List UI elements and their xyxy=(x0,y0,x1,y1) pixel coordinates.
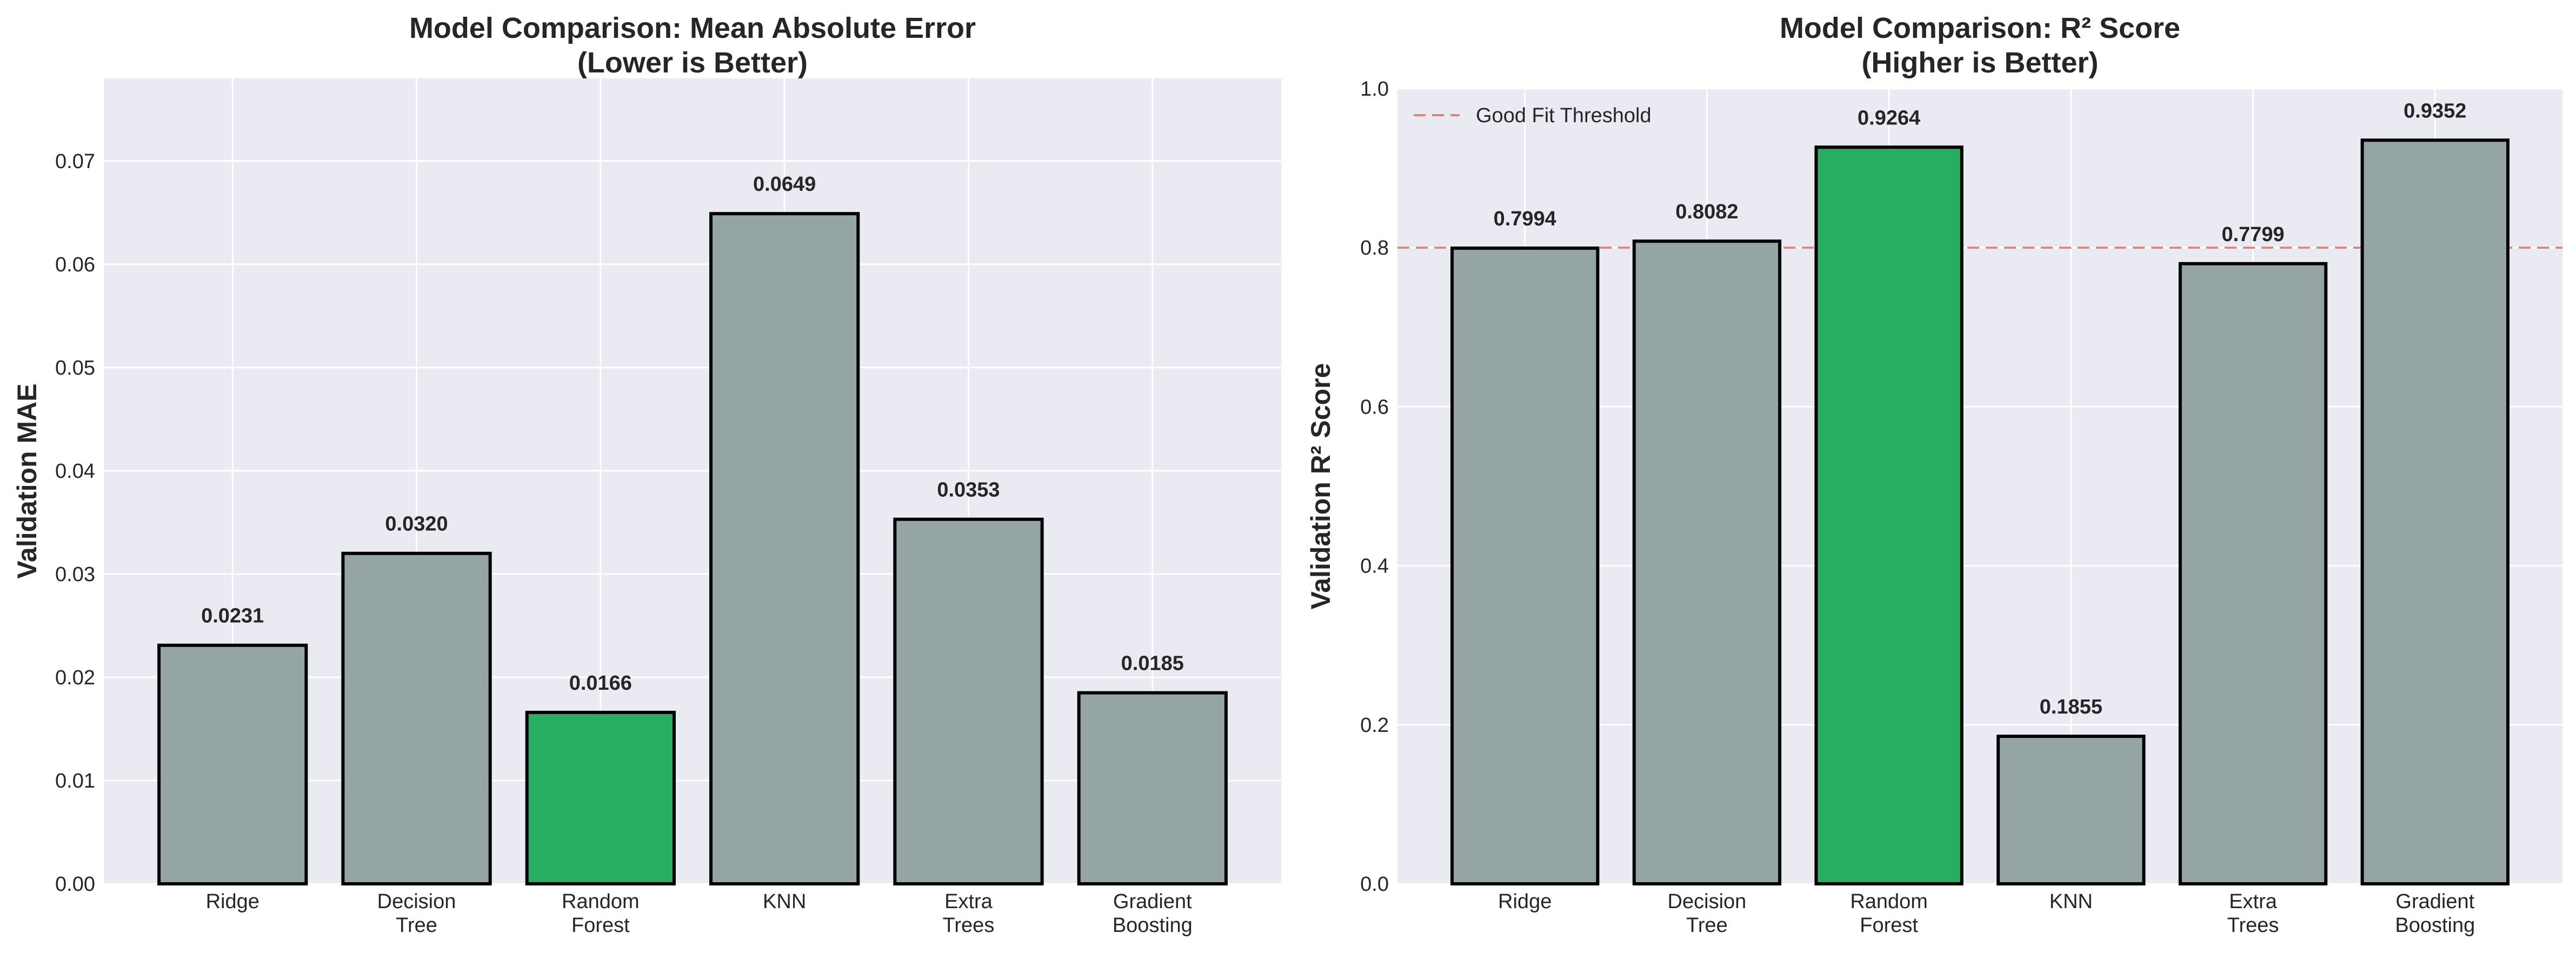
r2-xtick-line: Ridge xyxy=(1498,890,1552,913)
mae-xtick-line: Trees xyxy=(943,914,995,937)
r2-xtick-line: Decision xyxy=(1668,890,1747,913)
mae-data-label-2: 0.0166 xyxy=(569,672,632,695)
mae-xtick-label-0: Ridge xyxy=(206,890,259,913)
r2-xtick-line: KNN xyxy=(2049,890,2093,913)
r2-ytick-label: 0.4 xyxy=(1360,555,1389,578)
mae-ytick-label: 0.06 xyxy=(55,254,95,276)
mae-xtick-line: Forest xyxy=(571,914,630,937)
mae-bar-5 xyxy=(1077,691,1228,885)
mae-ytick-label: 0.03 xyxy=(55,563,95,586)
r2-data-label-0: 0.7994 xyxy=(1494,208,1556,230)
r2-xtick-line: Boosting xyxy=(2395,914,2475,937)
mae-xtick-label-3: KNN xyxy=(763,890,806,913)
mae-ytick-label: 0.05 xyxy=(55,357,95,379)
mae-data-label-3: 0.0649 xyxy=(753,173,816,196)
r2-bar-5 xyxy=(2360,138,2510,885)
mae-xtick-label-4: Extra Trees xyxy=(943,890,995,937)
r2-bar-2 xyxy=(1814,145,1963,885)
r2-xtick-label-3: KNN xyxy=(2049,890,2093,913)
mae-xtick-line: Decision xyxy=(377,890,456,913)
r2-xtick-line: Random xyxy=(1850,890,1928,913)
r2-y-axis-label: Validation R² Score xyxy=(1306,363,1336,610)
r2-xtick-label-5: Gradient Boosting xyxy=(2395,890,2475,937)
mae-ytick-label: 0.02 xyxy=(55,667,95,689)
r2-ytick-label: 0.6 xyxy=(1360,396,1389,418)
mae-xtick-label-2: Random Forest xyxy=(562,890,640,937)
r2-bar-4 xyxy=(2178,262,2328,885)
mae-xtick-line: Gradient xyxy=(1113,890,1192,913)
mae-ytick-label: 0.00 xyxy=(55,873,95,896)
r2-title-line: Model Comparison: R² Score xyxy=(1780,12,2180,44)
mae-bar-4 xyxy=(893,517,1044,885)
r2-chart: 0.7994 0.8082 0.9264 0.1855 0.7799 0.9352 0.0 0… xyxy=(1306,12,2562,937)
r2-xtick-line: Trees xyxy=(2227,914,2279,937)
r2-title-line: (Higher is Better) xyxy=(1861,46,2098,79)
mae-xtick-line: Boosting xyxy=(1113,914,1193,937)
mae-chart: 0.0231 0.0320 0.0166 0.0649 0.0353 0.0185 0.00… xyxy=(12,12,1281,937)
r2-xtick-line: Gradient xyxy=(2395,890,2474,913)
mae-xtick-label-5: Gradient Boosting xyxy=(1113,890,1193,937)
mae-bar-3 xyxy=(709,212,860,886)
mae-xtick-line: KNN xyxy=(763,890,806,913)
mae-xtick-line: Random xyxy=(562,890,640,913)
mae-y-axis-label: Validation MAE xyxy=(12,383,42,578)
mae-data-label-0: 0.0231 xyxy=(201,605,264,628)
r2-ytick-label: 0.8 xyxy=(1360,237,1389,259)
r2-data-label-5: 0.9352 xyxy=(2404,99,2466,122)
r2-ytick-label: 0.2 xyxy=(1360,714,1389,737)
r2-xtick-line: Tree xyxy=(1686,914,1728,937)
r2-ytick-label: 0.0 xyxy=(1360,873,1389,896)
r2-bar-0 xyxy=(1450,246,1600,885)
mae-xtick-line: Ridge xyxy=(206,890,259,913)
mae-xtick-line: Extra xyxy=(944,890,993,913)
r2-xtick-label-0: Ridge xyxy=(1498,890,1552,913)
mae-ytick-label: 0.04 xyxy=(55,460,95,483)
r2-data-label-3: 0.1855 xyxy=(2040,696,2102,718)
mae-bar-0 xyxy=(157,643,308,885)
r2-data-label-4: 0.7799 xyxy=(2221,223,2284,246)
mae-title-line: (Lower is Better) xyxy=(577,46,808,79)
mae-bar-1 xyxy=(341,551,492,885)
r2-xtick-label-4: Extra Trees xyxy=(2227,890,2279,937)
r2-xtick-line: Forest xyxy=(1860,914,1918,937)
r2-xtick-label-2: Random Forest xyxy=(1850,890,1928,937)
r2-bar-3 xyxy=(1996,735,2146,886)
mae-chart-title: Model Comparison: Mean Absolute Error (Lo… xyxy=(409,12,976,79)
mae-data-label-5: 0.0185 xyxy=(1121,652,1184,675)
mae-data-label-4: 0.0353 xyxy=(937,479,1000,502)
r2-bar-1 xyxy=(1632,239,1782,885)
mae-ytick-label: 0.07 xyxy=(55,150,95,173)
mae-xtick-label-1: Decision Tree xyxy=(377,890,456,937)
r2-legend-label: Good Fit Threshold xyxy=(1476,104,1652,127)
mae-bar-2 xyxy=(525,710,676,886)
mae-data-label-1: 0.0320 xyxy=(385,513,448,536)
r2-xtick-label-1: Decision Tree xyxy=(1668,890,1747,937)
r2-xtick-line: Extra xyxy=(2229,890,2278,913)
r2-chart-title: Model Comparison: R² Score (Higher is Bet… xyxy=(1780,12,2180,79)
r2-data-label-1: 0.8082 xyxy=(1675,201,1738,223)
r2-data-label-2: 0.9264 xyxy=(1858,106,1920,129)
mae-ytick-label: 0.01 xyxy=(55,770,95,792)
r2-ytick-label: 1.0 xyxy=(1360,78,1389,101)
mae-title-line: Model Comparison: Mean Absolute Error xyxy=(409,12,976,44)
mae-xtick-line: Tree xyxy=(396,914,437,937)
